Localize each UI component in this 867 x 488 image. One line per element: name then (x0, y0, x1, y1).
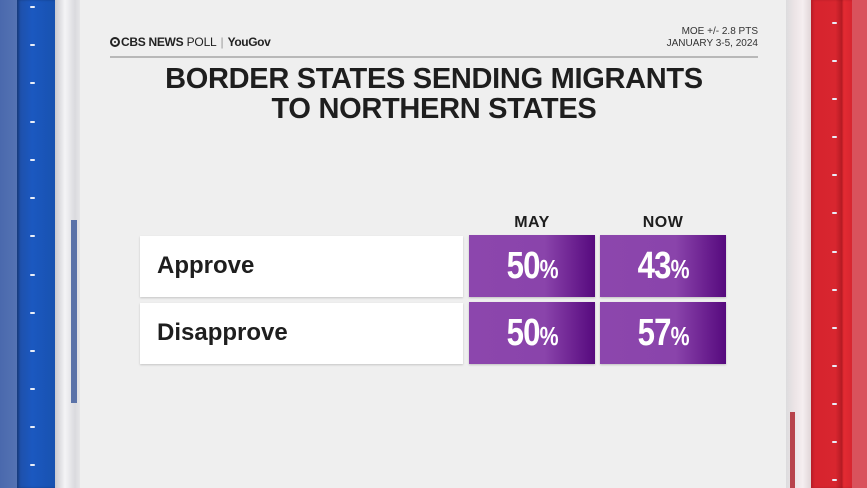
left-blue-border-outer (0, 0, 17, 488)
cell-disapprove-now: 57% (600, 302, 726, 364)
right-red-column (811, 0, 852, 488)
brand-separator: | (220, 35, 224, 49)
title-line-2: TO NORTHERN STATES (271, 93, 597, 125)
cell-approve-now: 43% (600, 235, 726, 297)
right-tick-marks (832, 0, 838, 488)
row-label-disapprove: Disapprove (140, 303, 463, 364)
brand-cbs: CBS NEWS (121, 35, 184, 49)
value: 50% (506, 245, 558, 287)
poll-meta: MOE +/- 2.8 PTS JANUARY 3-5, 2024 (667, 26, 758, 50)
poll-date: JANUARY 3-5, 2024 (666, 38, 758, 49)
poll-header: CBS NEWS POLL | YouGov MOE +/- 2.8 PTS JAN… (110, 26, 758, 58)
row-label-text: Disapprove (157, 319, 288, 346)
column-header-now: NOW (642, 214, 684, 231)
left-blue-column (17, 0, 55, 488)
cell-approve-may: 50% (469, 235, 595, 297)
right-red-border-outer (852, 0, 867, 488)
left-accent-bar (71, 220, 77, 403)
right-accent-bar (790, 412, 795, 488)
value: 57% (637, 312, 689, 354)
row-label-approve: Approve (140, 236, 463, 297)
right-glow-strip (786, 0, 814, 488)
value: 50% (506, 312, 558, 354)
brand-partner: YouGov (227, 35, 271, 49)
value: 43% (637, 245, 689, 287)
margin-of-error: MOE +/- 2.8 PTS (681, 26, 758, 37)
page-title: BORDER STATES SENDING MIGRANTS TO NORTHE… (110, 64, 758, 124)
column-header-may: MAY (514, 214, 550, 231)
row-label-text: Approve (157, 252, 255, 279)
cbs-eye-icon (110, 37, 120, 47)
title-line-1: BORDER STATES SENDING MIGRANTS (165, 63, 703, 95)
brand-logo: CBS NEWS POLL | YouGov (110, 35, 271, 49)
left-tick-marks (30, 0, 36, 488)
brand-poll: POLL (186, 35, 217, 49)
cell-disapprove-may: 50% (469, 302, 595, 364)
